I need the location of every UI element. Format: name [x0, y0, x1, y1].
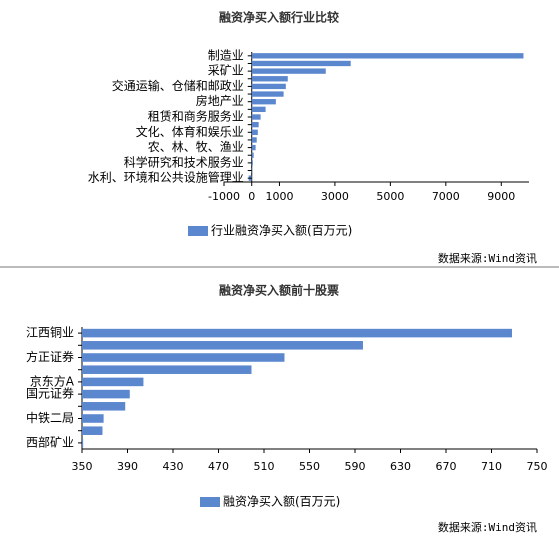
- bar: [251, 106, 266, 113]
- bar: [251, 144, 256, 151]
- y-tick-label: 交通运输、仓储和邮政业: [112, 78, 244, 93]
- x-tick-label: 590: [345, 460, 366, 473]
- x-tick-label: 550: [299, 460, 320, 473]
- chart-title: 融资净买入额行业比较: [219, 10, 339, 25]
- bar: [251, 91, 284, 97]
- x-tick-label: 9000: [487, 190, 515, 203]
- y-tick-label: 制造业: [208, 48, 244, 62]
- legend-label: 融资净买入额(百万元): [223, 495, 340, 509]
- x-tick-label: 390: [117, 460, 138, 473]
- x-tick-label: 5000: [376, 190, 404, 203]
- x-tick-label: 1000: [265, 190, 293, 203]
- legend-swatch: [200, 497, 220, 507]
- bar: [251, 114, 261, 120]
- y-tick-label: 方正证券: [26, 349, 74, 364]
- x-tick-label: 670: [436, 460, 457, 473]
- y-tick-label: 科学研究和技术服务业: [124, 154, 244, 169]
- bar: [82, 426, 103, 435]
- bar: [251, 83, 286, 90]
- y-tick-label: 租赁和商务服务业: [148, 109, 244, 124]
- y-tick-label: 文化、体育和娱乐业: [136, 124, 244, 139]
- y-tick-label: 农、林、牧、渔业: [148, 140, 244, 154]
- x-tick-label: 0: [248, 190, 255, 203]
- y-tick-label: 房地产业: [196, 93, 244, 108]
- bar: [82, 365, 252, 374]
- bar: [251, 60, 351, 67]
- bar: [251, 167, 253, 174]
- y-tick-label: 水利、环境和公共设施管理业: [88, 170, 244, 185]
- source-note: 数据来源:Wind资讯: [438, 520, 537, 534]
- bar: [82, 414, 104, 423]
- y-tick-label: 京东方A: [30, 373, 75, 388]
- x-tick-label: 750: [527, 460, 548, 473]
- x-tick-label: 7000: [432, 190, 460, 203]
- bar: [82, 438, 84, 448]
- x-tick-label: 630: [390, 460, 411, 473]
- bar: [251, 160, 253, 166]
- chart-title: 融资净买入额前十股票: [219, 283, 339, 298]
- x-tick-label: 710: [481, 460, 502, 473]
- x-tick-label: 470: [208, 460, 229, 473]
- x-tick-label: 510: [254, 460, 275, 473]
- bar: [251, 152, 254, 158]
- bar: [251, 76, 288, 82]
- bar: [82, 377, 144, 387]
- x-tick-label: 430: [163, 460, 184, 473]
- y-tick-label: 中铁二局: [26, 410, 74, 425]
- bar: [82, 402, 126, 411]
- bar: [82, 328, 512, 338]
- bar: [82, 341, 363, 350]
- x-tick-label: -1000: [208, 190, 240, 203]
- bar: [251, 137, 257, 143]
- bar: [251, 99, 276, 105]
- legend-label: 行业融资净买入额(百万元): [211, 224, 352, 238]
- bar: [82, 353, 285, 362]
- bar: [251, 53, 524, 59]
- y-tick-label: 采矿业: [208, 64, 244, 78]
- x-tick-label: 350: [72, 460, 93, 473]
- bar: [251, 121, 259, 128]
- source-note: 数据来源:Wind资讯: [438, 251, 537, 265]
- bar: [82, 389, 130, 399]
- y-tick-label: 国元证券: [26, 386, 74, 401]
- y-tick-label: 江西铜业: [26, 325, 74, 340]
- x-tick-label: 3000: [321, 190, 349, 203]
- legend-swatch: [188, 226, 208, 236]
- bar: [251, 129, 258, 135]
- bar: [251, 68, 326, 74]
- y-tick-label: 西部矿业: [26, 434, 74, 449]
